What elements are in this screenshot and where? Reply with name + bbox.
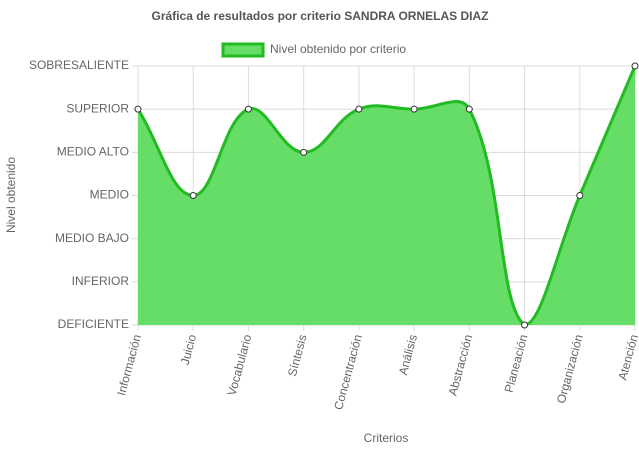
x-tick-label: Juicio — [178, 333, 200, 367]
y-tick-label: SOBRESALIENTE — [29, 58, 129, 72]
chart-title: Gráfica de resultados por criterio SANDR… — [152, 9, 489, 23]
x-tick-label: Atención — [615, 333, 639, 382]
y-tick-label: MEDIO BAJO — [55, 231, 129, 245]
y-tick-label: SUPERIOR — [66, 101, 129, 115]
legend-label: Nivel obtenido por criterio — [270, 42, 406, 56]
line — [136, 65, 637, 327]
point — [410, 105, 418, 113]
y-tick-label: MEDIO — [90, 188, 129, 202]
y-axis-title: Nivel obtenido — [4, 157, 18, 233]
x-tick-label: Organización — [554, 333, 586, 405]
x-tick-label: Concentración — [331, 333, 365, 411]
x-tick-label: Vocabulario — [225, 333, 255, 398]
x-tick-label: Planeación — [502, 333, 531, 394]
point — [631, 62, 639, 70]
point — [521, 321, 529, 329]
point — [465, 105, 473, 113]
x-axis-title: Criterios — [364, 431, 409, 445]
point — [300, 148, 308, 156]
point — [576, 192, 584, 199]
x-tick-label: Síntesis — [285, 333, 310, 378]
legend-swatch — [221, 42, 265, 58]
x-tick-label: Análisis — [396, 333, 420, 377]
point — [355, 105, 363, 113]
x-tick-label: Abstracción — [446, 333, 476, 397]
point — [189, 192, 197, 199]
area — [138, 66, 635, 325]
point — [134, 105, 142, 113]
y-tick-label: INFERIOR — [72, 274, 130, 288]
y-tick-label: MEDIO ALTO — [57, 145, 129, 159]
point — [244, 105, 252, 113]
y-tick-label: DEFICIENTE — [58, 317, 129, 331]
x-tick-label: Información — [114, 333, 144, 397]
